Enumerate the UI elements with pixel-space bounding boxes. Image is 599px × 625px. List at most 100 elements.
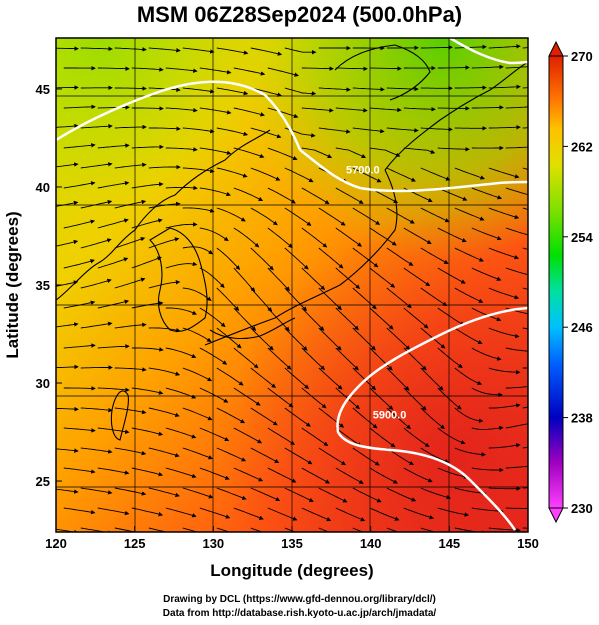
streamline (56, 239, 79, 247)
streamline (182, 246, 214, 255)
streamline (216, 447, 247, 462)
height-contours (56, 38, 528, 531)
streamline (182, 167, 215, 174)
streamline (56, 123, 79, 129)
streamline (284, 167, 314, 183)
streamline (352, 127, 385, 134)
colorbar-tick-label: 246 (571, 320, 593, 335)
streamline (267, 187, 296, 204)
colorbar-tick-label: 270 (571, 49, 593, 64)
streamline (233, 187, 264, 202)
streamline (352, 487, 382, 503)
streamline (488, 403, 521, 409)
streamline (56, 364, 79, 370)
streamline (216, 167, 248, 178)
streamline (233, 507, 264, 520)
y-tick-label: 25 (36, 474, 50, 489)
streamline (80, 46, 113, 52)
streamline (250, 207, 278, 226)
streamline (63, 104, 96, 110)
streamline (369, 427, 396, 448)
streamline (267, 107, 299, 119)
streamline (148, 407, 180, 417)
streamline (403, 147, 436, 154)
streamline (80, 124, 113, 129)
streamline (403, 307, 429, 329)
streamline (131, 106, 164, 111)
streamline (301, 307, 325, 331)
streamline (131, 256, 162, 269)
streamline (437, 65, 470, 70)
streamline (63, 427, 96, 433)
streamline (165, 427, 197, 439)
streamline (318, 327, 342, 351)
streamline (114, 527, 147, 532)
streamline (182, 87, 215, 94)
streamline (505, 146, 528, 149)
x-axis-ticks: 120 125 130 135 140 145 150 (45, 526, 539, 551)
streamline (386, 487, 417, 502)
streamline (114, 162, 147, 169)
streamline (454, 527, 487, 532)
streamline (250, 487, 281, 502)
streamline (165, 467, 197, 478)
streamline (56, 85, 79, 90)
streamline (420, 167, 451, 181)
streamline (97, 143, 130, 149)
streamline (318, 367, 343, 390)
streamline (199, 387, 229, 403)
streamline (148, 47, 181, 53)
streamline (114, 199, 147, 209)
streamline (335, 467, 364, 484)
streamline (199, 467, 230, 480)
streamline (199, 187, 231, 197)
streamline (267, 347, 292, 370)
streamline (233, 267, 256, 292)
streamline (454, 327, 483, 344)
streamline (335, 427, 362, 447)
streamline (403, 427, 430, 447)
streamline (437, 467, 469, 479)
streamline (488, 207, 520, 220)
streamline (63, 386, 96, 391)
streamline (250, 407, 278, 426)
streamline (97, 344, 130, 349)
streamline (199, 347, 228, 365)
streamline (63, 219, 96, 229)
streamline (352, 207, 381, 225)
lat-lon-grid (56, 38, 528, 532)
streamline (233, 387, 261, 406)
colorbar-tick-label: 238 (571, 411, 593, 426)
colorbar-bottom-triangle (548, 507, 564, 524)
y-axis-ticks: 25 30 35 40 45 (36, 82, 62, 489)
streamline (63, 181, 96, 189)
y-tick-label: 40 (36, 180, 50, 195)
streamline (471, 425, 504, 431)
streamline (80, 321, 113, 329)
streamline (352, 167, 382, 183)
streamline (318, 407, 345, 428)
streamline (131, 427, 164, 436)
streamline (318, 527, 330, 532)
streamline (131, 507, 164, 517)
streamline (454, 487, 487, 496)
streamline (318, 247, 344, 269)
colorbar-tick-label: 254 (571, 230, 593, 245)
streamline (114, 447, 147, 456)
streamline (233, 67, 266, 76)
streamline (318, 487, 348, 503)
streamline (182, 527, 199, 532)
streamline (335, 347, 359, 371)
streamline (352, 527, 365, 532)
streamline (318, 207, 346, 226)
streamline (284, 487, 314, 502)
x-tick-label: 135 (281, 536, 303, 551)
streamline (284, 247, 309, 270)
streamline (471, 387, 503, 398)
streamline (97, 218, 129, 229)
streamline (97, 257, 129, 269)
streamline (488, 287, 520, 300)
streamline (63, 143, 96, 149)
streamline (267, 67, 299, 77)
streamline (250, 527, 264, 532)
